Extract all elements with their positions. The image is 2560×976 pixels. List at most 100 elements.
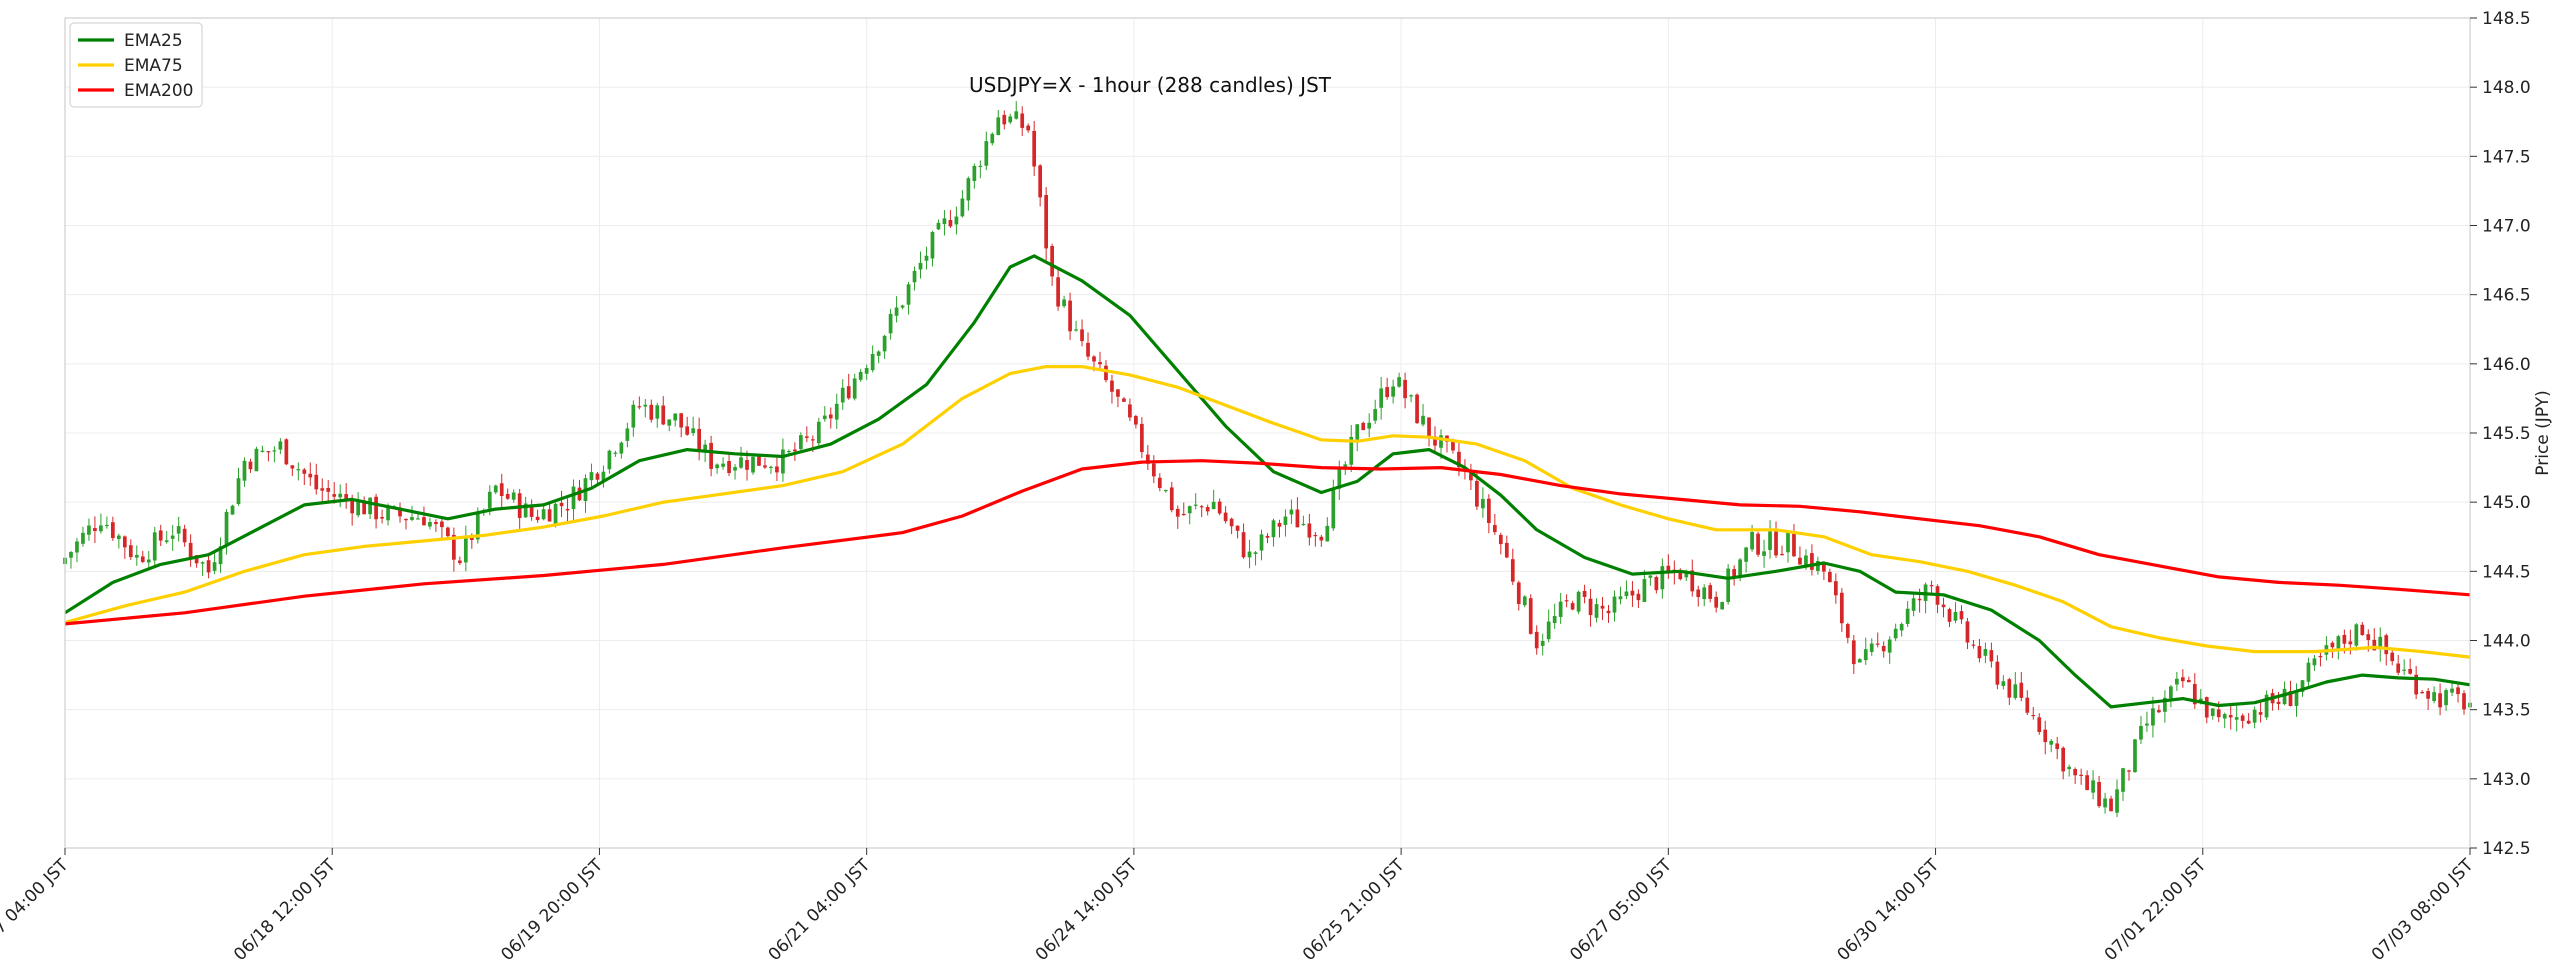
- candle-body: [2342, 634, 2347, 644]
- y-axis-title: Price (JPY): [2533, 390, 2553, 475]
- candle-body: [1642, 579, 1647, 602]
- candle-body: [697, 428, 702, 452]
- candle: [1134, 414, 1138, 429]
- candle-body: [314, 474, 319, 490]
- candle: [1959, 605, 1964, 624]
- candle: [1534, 625, 1539, 655]
- candle: [99, 513, 103, 534]
- candle-body: [278, 441, 283, 450]
- candle-body: [1367, 422, 1372, 429]
- candle: [326, 480, 331, 503]
- candle: [2264, 690, 2269, 720]
- candle-body: [116, 535, 121, 539]
- candle-body: [1756, 533, 1760, 555]
- candle: [1289, 499, 1294, 524]
- candle-body: [2282, 688, 2287, 705]
- candle: [1391, 379, 1395, 404]
- candle: [2073, 767, 2078, 784]
- candle: [2402, 659, 2407, 676]
- candle-body: [356, 500, 361, 516]
- candle: [799, 432, 803, 452]
- candle-body: [1068, 300, 1072, 332]
- legend-box: [69, 22, 203, 108]
- candle: [499, 473, 504, 508]
- candle-body: [816, 421, 821, 444]
- candle-body: [1116, 389, 1120, 397]
- candle: [1642, 570, 1647, 603]
- candle-body: [2079, 774, 2083, 776]
- candle-body: [1929, 585, 1934, 587]
- candle-body: [990, 133, 995, 144]
- candle: [1977, 638, 1982, 663]
- candle-body: [1726, 568, 1731, 602]
- candle-body: [2013, 684, 2018, 698]
- y-tick-label: 143.0: [2482, 770, 2531, 790]
- x-tick-label: 06/21 04:00 JST: [765, 855, 875, 965]
- candle: [2169, 685, 2173, 708]
- candle: [2103, 792, 2107, 814]
- candle-body: [2336, 636, 2341, 649]
- candle-body: [111, 522, 115, 539]
- candle: [1265, 533, 1270, 544]
- candle-body: [1570, 603, 1575, 610]
- candle-body: [1965, 621, 1970, 643]
- candle: [152, 526, 157, 567]
- candle-body: [709, 442, 713, 469]
- candle-body: [523, 503, 528, 518]
- candle-body: [2378, 636, 2383, 650]
- candle: [410, 505, 414, 522]
- candle-body: [595, 473, 600, 480]
- candle: [876, 350, 881, 364]
- candle: [954, 206, 959, 235]
- candle: [1612, 590, 1617, 622]
- candle: [1481, 487, 1485, 518]
- candle-body: [1307, 523, 1312, 538]
- candle-body: [703, 444, 707, 453]
- candle: [2336, 634, 2341, 660]
- candle: [422, 506, 426, 526]
- candle-body: [1618, 596, 1623, 600]
- candle: [990, 132, 995, 146]
- candle: [1798, 546, 1802, 565]
- candle-body: [1989, 650, 1994, 662]
- candle: [685, 416, 690, 436]
- candle: [996, 110, 1001, 136]
- candle: [1552, 603, 1557, 629]
- candle: [1786, 531, 1790, 563]
- candle-body: [2169, 686, 2173, 699]
- candle: [134, 545, 139, 566]
- candle: [2019, 671, 2024, 702]
- candle: [452, 527, 456, 572]
- candle: [1235, 525, 1240, 539]
- candle: [164, 531, 169, 544]
- y-tick-label: 145.5: [2482, 424, 2531, 444]
- candle-body: [224, 512, 229, 545]
- candle-body: [2091, 780, 2095, 793]
- candle: [1301, 515, 1306, 526]
- candle-body: [170, 535, 175, 539]
- candle: [655, 402, 660, 428]
- candle-body: [242, 460, 247, 481]
- candle: [1349, 425, 1354, 473]
- candle: [1307, 513, 1312, 546]
- candle: [1415, 393, 1419, 424]
- candle: [1241, 523, 1246, 559]
- candle-body: [188, 542, 193, 558]
- candle: [1792, 524, 1796, 557]
- candle: [1732, 565, 1736, 586]
- candle: [296, 462, 301, 481]
- candle-body: [547, 509, 552, 522]
- candle-body: [840, 387, 845, 403]
- candle-body: [1917, 598, 1922, 601]
- candle-body: [852, 378, 857, 399]
- candle-body: [452, 534, 456, 560]
- candle-body: [2151, 708, 2155, 726]
- candle: [1259, 529, 1264, 561]
- candle-body: [1851, 640, 1856, 665]
- candle: [105, 516, 109, 529]
- candle-body: [2414, 674, 2419, 695]
- candle-body: [1708, 585, 1713, 599]
- candle: [2396, 654, 2401, 676]
- candle-body: [894, 307, 899, 316]
- candle-body: [1690, 570, 1695, 592]
